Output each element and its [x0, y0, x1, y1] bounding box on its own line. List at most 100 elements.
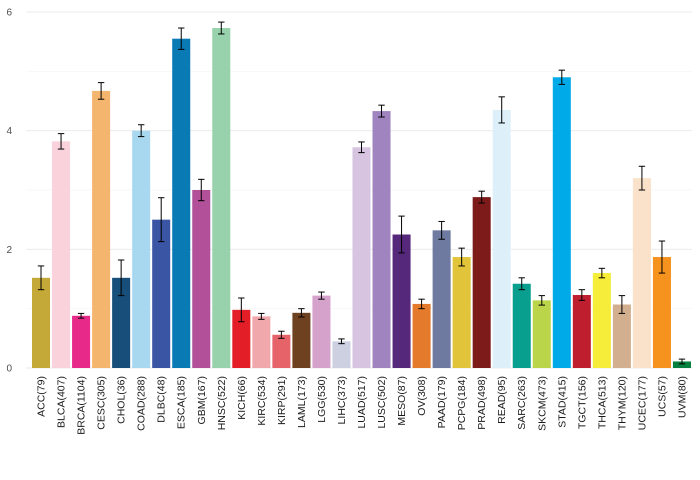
- error-bar: [438, 220, 445, 240]
- x-tick-label: CESC(305): [96, 376, 108, 430]
- x-tick-label: BLCA(407): [56, 376, 68, 428]
- x-tick-label: UVM(80): [676, 376, 688, 418]
- x-tick-label: LIHC(373): [336, 376, 348, 424]
- x-tick-label: DLBC(48): [156, 376, 168, 423]
- x-tick-label: STAD(415): [556, 376, 568, 428]
- x-tick-label: MESO(87): [396, 376, 408, 426]
- error-bar: [278, 330, 285, 339]
- bar: [452, 257, 471, 368]
- error-bar: [658, 240, 666, 274]
- bar: [352, 147, 371, 368]
- y-axis-ticks: 0 2 4 6: [6, 8, 12, 375]
- error-bar: [418, 298, 425, 310]
- error-bar: [258, 312, 265, 320]
- bar: [572, 295, 591, 368]
- error-bar: [678, 358, 686, 365]
- bar: [32, 277, 51, 368]
- error-bar: [498, 96, 505, 124]
- bar: [92, 90, 111, 368]
- bar: [652, 257, 671, 368]
- bar: [72, 315, 91, 368]
- bar: [552, 77, 571, 369]
- error-bar: [578, 289, 586, 301]
- y-tick-label: 2: [6, 245, 12, 256]
- x-tick-label: UCS(57): [656, 376, 668, 417]
- error-bar: [198, 178, 205, 202]
- bar: [272, 334, 291, 368]
- x-tick-label: HNSC(522): [216, 376, 228, 430]
- error-bar: [57, 133, 65, 150]
- error-bar: [478, 190, 485, 204]
- bar: [52, 141, 71, 368]
- x-tick-label: UCEC(177): [636, 376, 648, 430]
- error-bar: [378, 104, 385, 118]
- x-tick-label: SARC(263): [516, 376, 528, 430]
- error-bar: [538, 295, 545, 306]
- error-bar: [598, 267, 606, 279]
- x-tick-label: LGG(530): [316, 376, 328, 423]
- bar: [252, 316, 271, 368]
- bar: [292, 312, 311, 368]
- error-bar: [558, 69, 566, 85]
- bar: [312, 295, 331, 368]
- bar: [632, 178, 651, 368]
- y-tick-label: 4: [6, 126, 12, 137]
- error-bar: [518, 277, 525, 291]
- x-tick-label: ACC(79): [36, 376, 48, 417]
- error-bar: [318, 291, 325, 300]
- bar: [532, 300, 551, 368]
- x-tick-label: THCA(513): [596, 376, 608, 429]
- bar: [492, 109, 511, 369]
- x-tick-label: SKCM(473): [536, 376, 548, 431]
- x-tick-label: TGCT(156): [576, 376, 588, 429]
- bar: [612, 304, 631, 368]
- bar: [112, 277, 131, 368]
- bar: [192, 190, 211, 368]
- error-bars: [37, 21, 686, 365]
- bar: [432, 230, 451, 368]
- bar: [392, 234, 411, 368]
- x-tick-label: KIRC(534): [256, 376, 268, 426]
- bar: [232, 309, 251, 368]
- bar: [332, 341, 351, 368]
- y-tick-label: 6: [6, 8, 12, 19]
- error-bar: [97, 82, 105, 100]
- x-tick-label: OV(308): [416, 376, 428, 416]
- error-bar: [157, 197, 165, 243]
- error-bar: [358, 141, 365, 154]
- bar: [472, 197, 491, 368]
- bars: [32, 28, 691, 369]
- x-tick-label: LUSC(502): [376, 376, 388, 429]
- x-tick-label: ESCA(185): [176, 376, 188, 429]
- bar: [512, 283, 531, 368]
- error-bar: [137, 124, 145, 138]
- bar: [212, 28, 231, 369]
- error-bar: [618, 295, 626, 314]
- x-axis-ticks: ACC(79) BLCA(407) BRCA(1104) CESC(305) CHOL(…: [36, 376, 689, 435]
- error-bar: [398, 215, 405, 254]
- error-bar: [238, 297, 245, 323]
- error-bar: [638, 165, 646, 191]
- error-bar: [178, 27, 185, 50]
- bar: [152, 219, 171, 368]
- bar: [172, 38, 191, 368]
- x-tick-label: LUAD(517): [356, 376, 368, 429]
- x-tick-label: THYM(120): [616, 376, 628, 430]
- bar: [412, 303, 431, 368]
- x-tick-label: COAD(288): [136, 376, 148, 431]
- bar: [672, 361, 691, 368]
- bar: [132, 130, 151, 368]
- y-tick-label: 0: [6, 364, 12, 375]
- x-tick-label: CHOL(36): [116, 376, 128, 424]
- error-bar: [117, 259, 125, 297]
- x-tick-label: PCPG(184): [456, 376, 468, 430]
- x-tick-label: LAML(173): [296, 376, 308, 428]
- x-tick-label: KIRP(291): [276, 376, 288, 425]
- x-tick-label: PAAD(179): [436, 376, 448, 428]
- bar: [592, 273, 611, 368]
- x-tick-label: PRAD(498): [476, 376, 488, 430]
- error-bar: [458, 247, 465, 267]
- x-tick-label: BRCA(1104): [76, 376, 88, 435]
